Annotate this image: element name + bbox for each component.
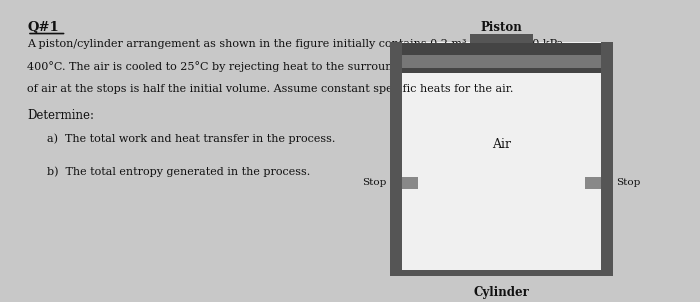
Text: Air: Air xyxy=(492,138,511,151)
Text: Cylinder: Cylinder xyxy=(473,286,529,299)
Bar xyxy=(402,42,601,270)
Text: Q#1: Q#1 xyxy=(27,21,59,34)
Bar xyxy=(390,42,402,275)
Text: of air at the stops is half the initial volume. Assume constant specific heats f: of air at the stops is half the initial … xyxy=(27,84,514,94)
Bar xyxy=(601,42,613,275)
Text: Stop: Stop xyxy=(616,178,640,187)
Text: b)  The total entropy generated in the process.: b) The total entropy generated in the pr… xyxy=(48,166,311,177)
Text: a)  The total work and heat transfer in the process.: a) The total work and heat transfer in t… xyxy=(48,133,336,144)
Bar xyxy=(584,176,601,189)
Bar xyxy=(470,34,533,43)
Text: Determine:: Determine: xyxy=(27,109,94,122)
Bar xyxy=(390,270,613,275)
Bar xyxy=(402,176,418,189)
Text: A piston/cylinder arrangement as shown in the figure initially contains 0.2 m³ o: A piston/cylinder arrangement as shown i… xyxy=(27,39,567,49)
Text: 400°C. The air is cooled to 25°C by rejecting heat to the surroundings at 25°C. : 400°C. The air is cooled to 25°C by reje… xyxy=(27,61,570,72)
Text: Stop: Stop xyxy=(363,178,387,187)
Bar xyxy=(402,43,601,73)
Bar xyxy=(402,54,601,68)
Text: Piston: Piston xyxy=(481,21,522,34)
